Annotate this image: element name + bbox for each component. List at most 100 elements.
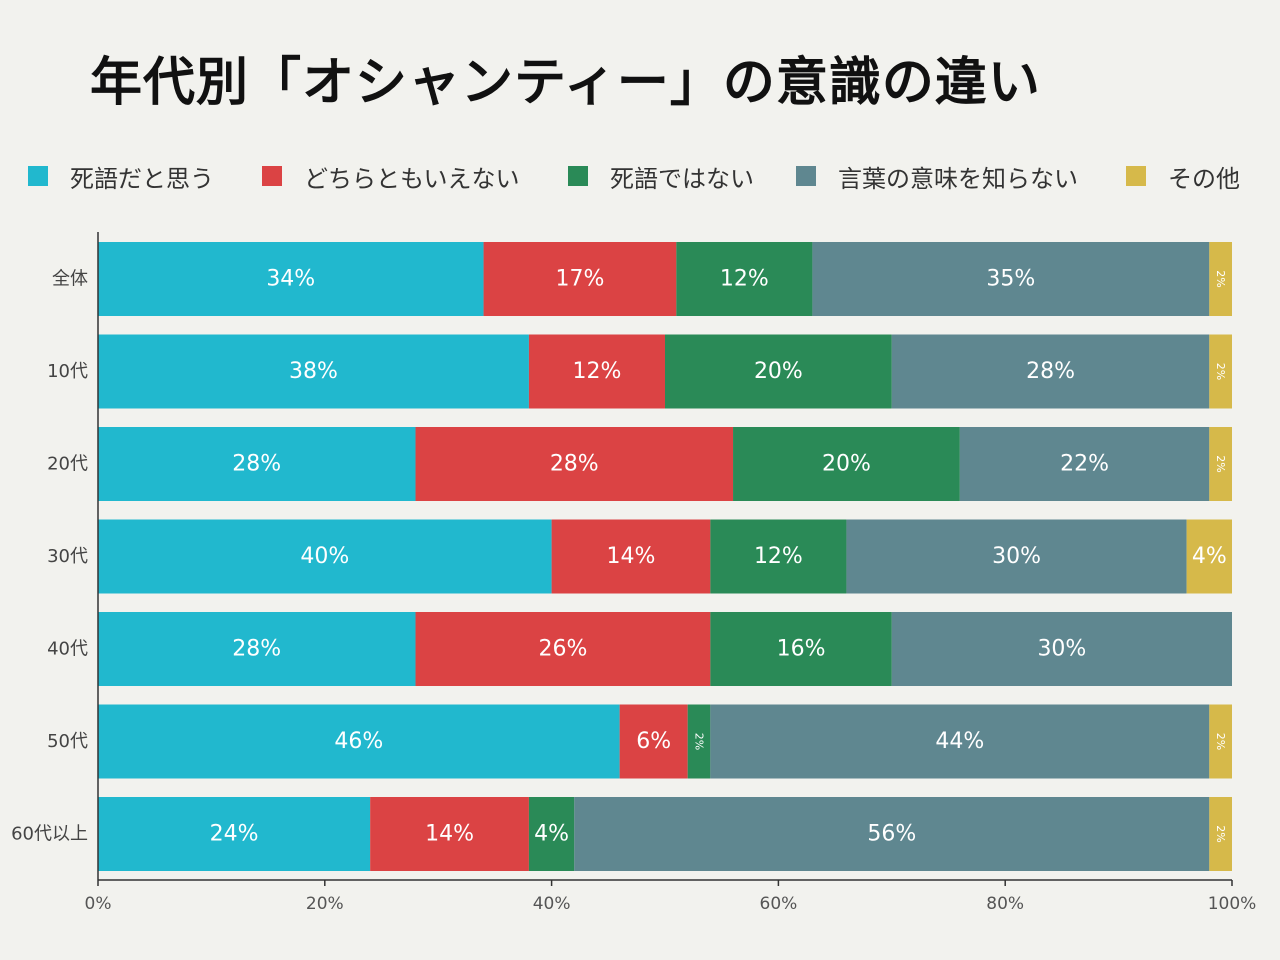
bar-segment xyxy=(687,704,711,779)
legend-label: 死語ではない xyxy=(610,164,754,193)
data-label: 30% xyxy=(1037,637,1086,662)
data-label: 2% xyxy=(1214,455,1227,472)
legend-item: 死語だと思う xyxy=(28,158,214,194)
data-label: 2% xyxy=(693,733,706,750)
legend-item: 言葉の意味を知らない xyxy=(796,158,1078,194)
bar-segment xyxy=(1209,242,1232,316)
category-label: 10代 xyxy=(47,361,88,382)
data-label: 22% xyxy=(1060,452,1109,477)
bar-segment xyxy=(528,334,665,409)
bar-segment xyxy=(733,427,960,501)
legend-item: その他 xyxy=(1126,158,1240,194)
bar-segment xyxy=(1209,427,1232,501)
data-label: 20% xyxy=(822,452,871,477)
data-label: 20% xyxy=(754,359,803,384)
x-tick-label: 0% xyxy=(85,894,112,914)
bar-segment xyxy=(98,612,416,686)
data-label: 12% xyxy=(754,544,803,569)
bar-segment xyxy=(710,704,1210,779)
bar-segment xyxy=(483,242,677,316)
bar-segment xyxy=(891,334,1210,409)
data-label: 17% xyxy=(555,267,604,292)
data-label: 14% xyxy=(425,822,474,847)
bar-segment xyxy=(98,242,484,316)
legend-item: どちらともいえない xyxy=(262,158,520,194)
category-label: 30代 xyxy=(47,546,88,567)
x-tick-label: 80% xyxy=(986,894,1024,914)
chart-title: 年代別「オシャンティー」の意識の違い xyxy=(90,53,1041,113)
data-label: 56% xyxy=(867,822,916,847)
category-label: 20代 xyxy=(47,454,88,475)
data-label: 35% xyxy=(986,267,1035,292)
bar-segment xyxy=(98,427,416,501)
bar-segment xyxy=(1186,519,1232,594)
data-label: 6% xyxy=(636,729,671,754)
legend-swatch xyxy=(262,166,282,186)
bar-segment xyxy=(665,334,892,409)
data-label: 24% xyxy=(210,822,259,847)
data-label: 4% xyxy=(534,822,569,847)
bar-segment xyxy=(551,519,711,594)
legend-swatch xyxy=(796,166,816,186)
category-label: 60代以上 xyxy=(11,824,88,845)
data-label: 14% xyxy=(607,544,656,569)
bar-segment xyxy=(415,612,711,686)
data-label: 2% xyxy=(1214,825,1227,842)
data-label: 44% xyxy=(935,729,984,754)
bar-segment xyxy=(1209,334,1232,409)
data-label: 38% xyxy=(289,359,338,384)
bar-segment xyxy=(846,519,1187,594)
legend-label: 死語だと思う xyxy=(70,164,214,193)
bar-segment xyxy=(98,704,620,779)
x-tick-label: 60% xyxy=(760,894,798,914)
legend: 死語だと思う どちらともいえない 死語ではない 言葉の意味を知らない その他 xyxy=(28,158,1258,194)
legend-swatch xyxy=(1126,166,1146,186)
bar-segment xyxy=(1209,797,1232,871)
category-label: 全体 xyxy=(52,269,88,290)
category-label: 40代 xyxy=(47,639,88,660)
bar-segment xyxy=(812,242,1210,316)
data-label: 2% xyxy=(1214,270,1227,287)
x-tick-label: 100% xyxy=(1208,894,1257,914)
data-label: 28% xyxy=(232,637,281,662)
data-label: 30% xyxy=(992,544,1041,569)
bar-segment xyxy=(370,797,529,871)
bar-segment xyxy=(710,612,892,686)
bar-segment xyxy=(528,797,575,871)
data-label: 2% xyxy=(1214,363,1227,380)
bar-segment xyxy=(710,519,847,594)
data-label: 34% xyxy=(266,267,315,292)
legend-label: その他 xyxy=(1168,164,1240,193)
x-tick-label: 20% xyxy=(306,894,344,914)
data-label: 28% xyxy=(232,452,281,477)
x-tick-label: 40% xyxy=(533,894,571,914)
data-label: 46% xyxy=(334,729,383,754)
bar-segment xyxy=(891,612,1232,686)
legend-swatch xyxy=(28,166,48,186)
bar-segment xyxy=(959,427,1210,501)
data-label: 12% xyxy=(720,267,769,292)
bar-segment xyxy=(574,797,1210,871)
category-label: 50代 xyxy=(47,731,88,752)
legend-swatch xyxy=(568,166,588,186)
bar-segment xyxy=(619,704,688,779)
data-label: 2% xyxy=(1214,733,1227,750)
legend-item: 死語ではない xyxy=(568,158,754,194)
bar-segment xyxy=(98,797,371,871)
data-label: 28% xyxy=(550,452,599,477)
bar-segment xyxy=(1209,704,1232,779)
bar-segment xyxy=(98,334,529,409)
data-label: 12% xyxy=(573,359,622,384)
data-label: 28% xyxy=(1026,359,1075,384)
data-label: 26% xyxy=(538,637,587,662)
legend-label: どちらともいえない xyxy=(304,164,520,193)
bar-segment xyxy=(98,519,552,594)
bar-segment xyxy=(415,427,734,501)
data-label: 16% xyxy=(777,637,826,662)
bar-segment xyxy=(676,242,813,316)
legend-label: 言葉の意味を知らない xyxy=(838,164,1078,193)
data-label: 40% xyxy=(300,544,349,569)
data-label: 4% xyxy=(1192,544,1227,569)
